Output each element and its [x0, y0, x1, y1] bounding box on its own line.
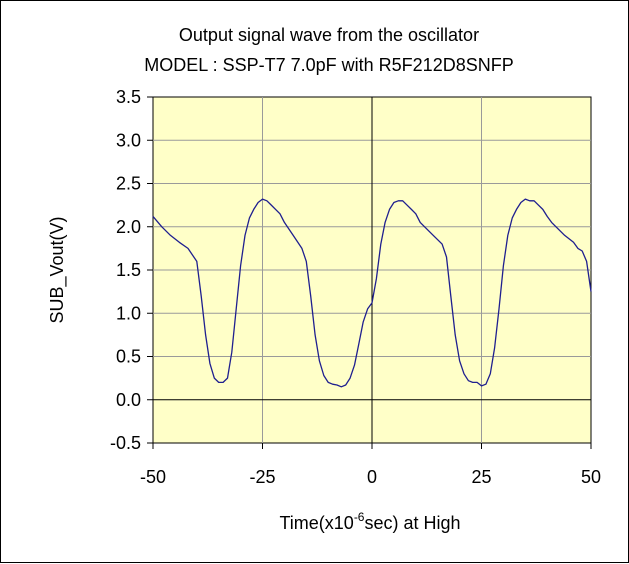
x-tick-label: -50 — [140, 467, 166, 487]
axes — [147, 96, 592, 449]
y-tick-label: 3.5 — [116, 87, 141, 107]
chart-title-line1: Output signal wave from the oscillator — [179, 25, 479, 45]
x-tick-label: 0 — [367, 467, 377, 487]
y-tick-label: 1.0 — [116, 303, 141, 323]
x-axis-label: Time(x10-6sec) at High — [279, 510, 460, 533]
y-axis-label: SUB_Vout(V) — [47, 216, 68, 323]
x-axis-label-pre: Time(x10 — [279, 513, 353, 533]
y-tick-label: -0.5 — [110, 433, 141, 453]
x-tick-labels: -50 -25 0 25 50 — [140, 467, 601, 487]
signal-wave-line — [152, 198, 592, 388]
y-tick-label: 2.5 — [116, 174, 141, 194]
x-axis-label-exponent: -6 — [354, 510, 365, 524]
x-tick-label: 50 — [581, 467, 601, 487]
x-axis-label-post: sec) at High — [364, 513, 460, 533]
y-tick-labels: 3.5 3.0 2.5 2.0 1.5 1.0 0.5 0.0 -0.5 — [110, 87, 141, 453]
y-tick-label: 1.5 — [116, 260, 141, 280]
series-layer — [152, 198, 592, 388]
y-tick-label: 0.0 — [116, 390, 141, 410]
x-tick-label: -25 — [249, 467, 275, 487]
chart-title-line2: MODEL : SSP-T7 7.0pF with R5F212D8SNFP — [144, 55, 513, 75]
y-tick-label: 2.0 — [116, 217, 141, 237]
y-tick-label: 3.0 — [116, 130, 141, 150]
y-tick-label: 0.5 — [116, 347, 141, 367]
x-tick-label: 25 — [471, 467, 491, 487]
